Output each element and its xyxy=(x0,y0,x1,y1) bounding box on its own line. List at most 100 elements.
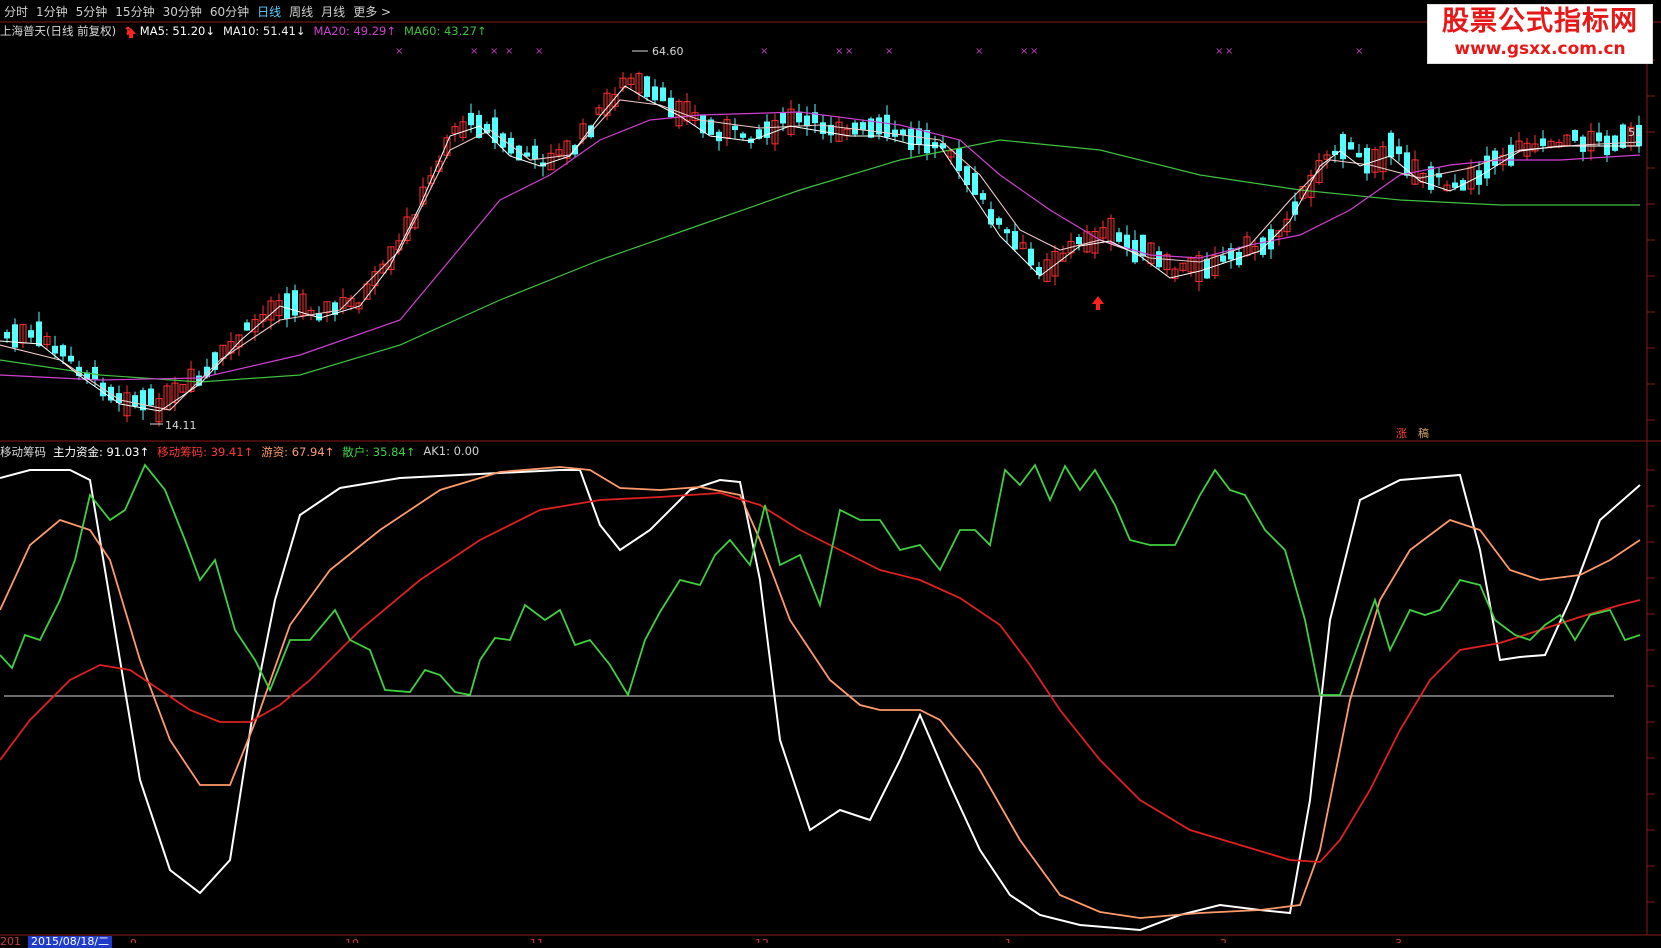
indicator-item-2: 游资: 67.94↑ xyxy=(261,445,335,459)
candle-up xyxy=(1275,230,1283,237)
tab-7[interactable]: 周线 xyxy=(289,4,314,19)
marker-x-icon: × xyxy=(1215,46,1223,57)
candle-up xyxy=(379,263,387,274)
tab-8[interactable]: 月线 xyxy=(321,4,346,19)
tab-2[interactable]: 5分钟 xyxy=(75,4,108,19)
candle-up xyxy=(563,140,571,159)
candle-up xyxy=(187,368,195,392)
marker-x-icon: × xyxy=(1225,46,1233,57)
tab-6[interactable]: 日线 xyxy=(257,4,282,19)
candle-down xyxy=(820,122,826,134)
tab-5[interactable]: 60分钟 xyxy=(209,4,250,19)
candle-down xyxy=(964,166,970,186)
x-axis-tick-6: 3 xyxy=(1395,937,1402,943)
marker-x-icon: × xyxy=(395,46,403,57)
candle-down xyxy=(1404,152,1410,176)
candle-down xyxy=(1332,150,1338,155)
candle-down xyxy=(1348,142,1354,150)
candle-down xyxy=(332,302,338,315)
candle-down xyxy=(892,129,898,137)
candle-down xyxy=(1036,267,1042,276)
candle-down xyxy=(1492,150,1498,166)
candle-down xyxy=(1260,237,1266,255)
candle-down xyxy=(924,129,930,154)
tag-0: 涨 xyxy=(1396,427,1407,440)
buy-arrow-icon xyxy=(1092,296,1104,310)
tab-0[interactable]: 分时 xyxy=(4,4,29,19)
candle-down xyxy=(868,118,874,138)
candle-down xyxy=(1012,231,1018,250)
indicator-item-1: 移动筹码: 39.41↑ xyxy=(157,445,254,459)
candle-down xyxy=(1508,144,1514,166)
candle-down xyxy=(1476,170,1482,185)
marker-x-icon: × xyxy=(470,46,478,57)
candle-up xyxy=(635,73,643,94)
candle-down xyxy=(1636,124,1642,147)
period-tabs: 分时 1分钟 5分钟 15分钟 30分钟 60分钟 日线 周线 月线 更多 > xyxy=(0,0,395,22)
indicator-item-3: 散户: 35.84↑ xyxy=(342,445,416,459)
candle-up xyxy=(1283,218,1291,233)
candle-down xyxy=(660,87,666,102)
candle-down xyxy=(1268,229,1274,250)
candle-down xyxy=(764,121,770,138)
tab-9[interactable]: 更多 > xyxy=(353,4,392,19)
candle-down xyxy=(484,123,490,134)
candle-up xyxy=(771,119,779,145)
candle-down xyxy=(132,395,138,407)
candle-down xyxy=(500,133,506,148)
candle-down xyxy=(972,172,978,195)
candle-down xyxy=(940,143,946,149)
date-prefix: 201 xyxy=(0,935,21,948)
watermark-url: www.gsxx.com.cn xyxy=(1454,39,1626,59)
candle-down xyxy=(908,128,914,151)
candle-up xyxy=(275,300,283,317)
candle-down xyxy=(92,366,98,381)
candle-down xyxy=(1124,234,1130,250)
candle-down xyxy=(4,331,10,339)
stock-title: 上海普天(日线 前复权) xyxy=(0,24,117,38)
candle-up xyxy=(299,293,307,316)
candle-up xyxy=(339,296,347,309)
tab-4[interactable]: 30分钟 xyxy=(162,4,202,19)
tab-3[interactable]: 15分钟 xyxy=(115,4,155,19)
ma-item-0: MA5: 51.20↓ xyxy=(139,24,215,38)
candle-up xyxy=(555,149,563,156)
candle-down xyxy=(1596,132,1602,142)
candle-down xyxy=(1236,252,1242,266)
price-info-bar: 上海普天(日线 前复权) ↑ MA5: 51.20↓ MA10: 51.41↓ MA… xyxy=(0,23,487,39)
marker-x-icon: × xyxy=(1030,46,1038,57)
candle-up xyxy=(1371,149,1379,173)
marker-x-icon: × xyxy=(885,46,893,57)
candle-down xyxy=(740,133,746,138)
marker-x-icon: × xyxy=(1355,46,1363,57)
candle-down xyxy=(804,115,810,127)
ma-item-1: MA10: 51.41↓ xyxy=(222,24,306,38)
candle-down xyxy=(732,125,738,131)
candle-up xyxy=(1051,251,1059,277)
candle-down xyxy=(1228,248,1234,260)
candle-down xyxy=(60,345,66,357)
tab-1[interactable]: 1分钟 xyxy=(36,4,68,19)
candle-down xyxy=(1356,152,1362,158)
candle-up xyxy=(787,108,795,135)
ma-legend: MA5: 51.20↓ MA10: 51.41↓ MA20: 49.29↑ MA60:… xyxy=(140,24,487,38)
candle-down xyxy=(1572,129,1578,141)
x-axis-tick-0: 9 xyxy=(130,937,137,943)
candle-up xyxy=(595,107,603,115)
candle-down xyxy=(876,117,882,135)
x-axis-tick-3: 12 xyxy=(755,937,769,943)
x-axis-tick-1: 10 xyxy=(345,937,359,943)
candle-down xyxy=(1484,155,1490,179)
candle-down xyxy=(212,352,218,370)
candle-up xyxy=(43,335,51,346)
candle-down xyxy=(644,76,650,97)
low-price-label: 14.11 xyxy=(165,419,197,432)
up-arrow-icon: ↑ xyxy=(123,24,133,38)
candle-up xyxy=(1099,227,1107,239)
ma20-line xyxy=(0,111,1641,381)
candle-up xyxy=(267,300,275,321)
candle-down xyxy=(900,129,906,136)
date-cursor-label: 2015/08/18/二 xyxy=(28,936,113,948)
marker-x-icon: × xyxy=(975,46,983,57)
